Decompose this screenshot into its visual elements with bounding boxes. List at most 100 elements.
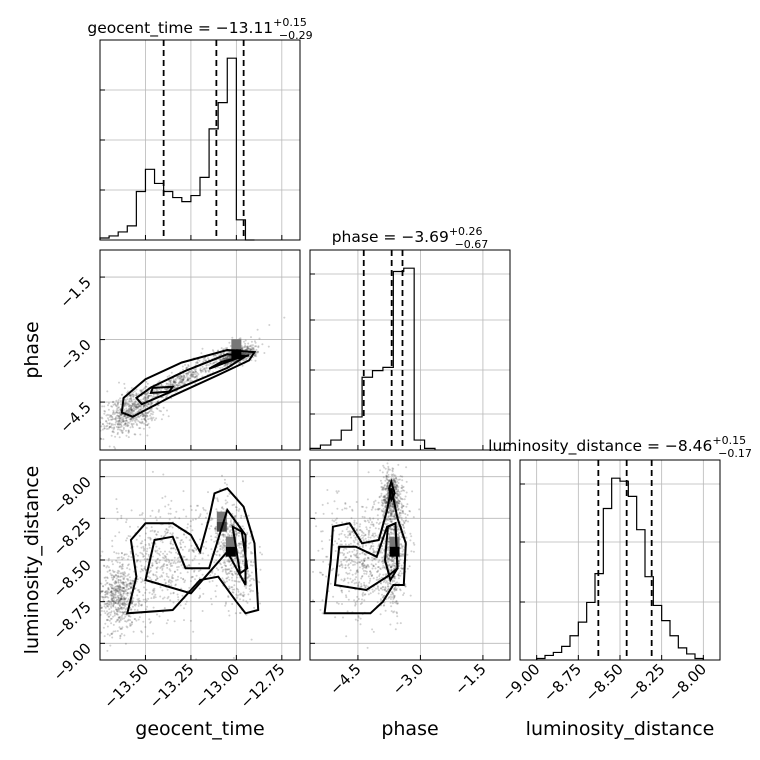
sample-point <box>199 513 202 516</box>
sample-point <box>147 403 150 406</box>
sample-point <box>182 566 185 569</box>
sample-point <box>210 548 213 551</box>
sample-point <box>111 636 114 639</box>
sample-point <box>209 574 212 577</box>
sample-point <box>119 597 122 600</box>
sample-point <box>132 597 135 600</box>
sample-point <box>102 596 104 599</box>
sample-point <box>143 406 145 408</box>
sample-point <box>393 588 396 591</box>
sample-point <box>194 518 197 521</box>
sample-point <box>241 525 244 528</box>
sample-point <box>187 378 189 381</box>
sample-point <box>377 507 380 510</box>
sample-point <box>341 508 344 511</box>
sample-point <box>228 587 231 590</box>
sample-point <box>140 422 143 425</box>
sample-point <box>146 405 148 407</box>
sample-point <box>133 403 136 406</box>
sample-point <box>191 529 194 532</box>
sample-point <box>147 418 150 421</box>
sample-point <box>224 364 227 367</box>
sample-point <box>233 559 236 562</box>
sample-point <box>150 412 153 415</box>
sample-point <box>118 412 121 415</box>
sample-point <box>387 479 390 482</box>
sample-point <box>181 548 184 551</box>
sample-point <box>131 409 134 412</box>
sample-point <box>120 514 123 517</box>
sample-point <box>114 588 117 590</box>
sample-point <box>124 581 127 584</box>
sample-point <box>206 512 209 515</box>
sample-point <box>398 502 401 505</box>
sample-point <box>380 509 383 512</box>
sample-point <box>191 374 193 377</box>
sample-point <box>173 620 176 623</box>
sample-point <box>391 469 394 472</box>
sample-point <box>392 560 395 563</box>
sample-point <box>111 430 114 433</box>
sample-point <box>396 622 399 625</box>
sample-point <box>363 516 366 519</box>
sample-point <box>167 384 170 386</box>
sample-point <box>360 585 362 588</box>
sample-point <box>173 381 176 384</box>
sample-point <box>104 410 107 413</box>
sample-point <box>218 554 221 557</box>
sample-point <box>151 470 154 473</box>
sample-point <box>131 423 134 426</box>
sample-point <box>101 595 104 598</box>
sample-point <box>125 402 128 405</box>
sample-point <box>176 561 179 564</box>
sample-point <box>108 422 111 425</box>
sample-point <box>392 598 395 600</box>
sample-point <box>401 550 404 553</box>
sample-point <box>168 561 171 564</box>
sample-point <box>394 516 396 519</box>
sample-point <box>130 623 133 626</box>
sample-point <box>391 467 394 470</box>
sample-point <box>361 563 364 565</box>
sample-point <box>397 490 400 493</box>
sample-point <box>321 573 324 576</box>
sample-point <box>207 370 210 373</box>
sample-point <box>247 593 250 596</box>
sample-point <box>122 607 125 610</box>
sample-point <box>129 581 132 584</box>
sample-point <box>241 555 244 558</box>
sample-point <box>110 595 113 598</box>
sample-point <box>137 405 140 408</box>
sample-point <box>404 520 407 522</box>
sample-point <box>393 557 396 559</box>
sample-point <box>222 357 225 360</box>
sample-point <box>376 570 378 573</box>
sample-point <box>109 591 112 594</box>
sample-point <box>122 590 125 593</box>
sample-point <box>143 414 146 416</box>
sample-point <box>109 600 111 603</box>
sample-point <box>119 599 122 602</box>
sample-point <box>154 549 157 552</box>
sample-point <box>212 354 215 357</box>
sample-point <box>343 547 346 550</box>
sample-point <box>126 402 129 405</box>
sample-point <box>355 571 358 574</box>
sample-point <box>122 587 125 589</box>
sample-point <box>380 537 383 540</box>
sample-point <box>119 579 122 582</box>
sample-point <box>201 370 204 373</box>
sample-point <box>239 592 242 595</box>
sample-point <box>128 418 131 421</box>
sample-point <box>401 498 404 501</box>
sample-point <box>110 583 113 586</box>
sample-point <box>167 503 170 506</box>
sample-point <box>242 555 245 558</box>
sample-point <box>130 602 133 605</box>
sample-point <box>114 416 117 419</box>
sample-point <box>380 499 383 502</box>
sample-point <box>118 603 121 606</box>
sample-point <box>188 564 191 567</box>
sample-point <box>252 577 255 580</box>
sample-point <box>186 378 189 380</box>
